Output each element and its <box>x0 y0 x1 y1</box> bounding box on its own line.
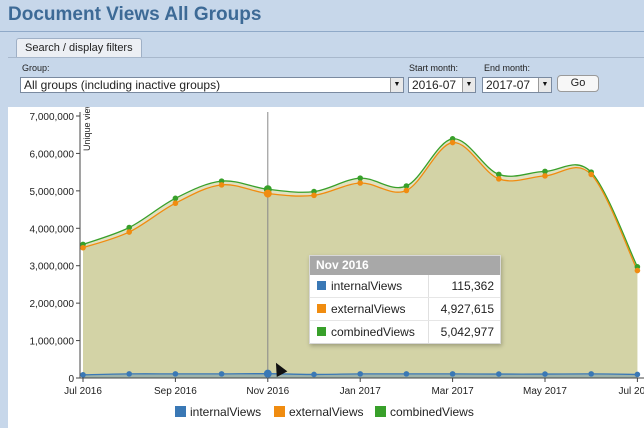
tooltip-series-value: 115,362 <box>451 279 495 293</box>
combined-swatch <box>317 327 326 336</box>
x-tick-label: Nov 2016 <box>246 386 289 397</box>
data-point-internalViews <box>172 371 179 377</box>
data-point-combinedViews <box>496 171 502 178</box>
tooltip-title: Nov 2016 <box>310 256 500 275</box>
tooltip-series-name: internalViews <box>331 279 403 293</box>
data-point-internalViews <box>80 372 86 378</box>
data-point-combinedViews <box>542 168 548 175</box>
legend-item-combined[interactable]: combinedViews <box>375 405 474 419</box>
go-button[interactable]: Go <box>557 75 599 92</box>
internal-legend-swatch <box>175 406 186 417</box>
tooltip-divider <box>428 321 429 343</box>
search-filters-tab[interactable]: Search / display filters <box>16 38 142 58</box>
data-point-combinedViews <box>403 183 410 189</box>
y-tick-label: 6,000,000 <box>30 149 75 160</box>
chart-tooltip: Nov 2016 internalViews 115,362 externalV… <box>309 255 501 344</box>
start-month-label: Start month: <box>409 63 459 73</box>
y-tick-label: 3,000,000 <box>30 262 75 273</box>
y-tick-label: 2,000,000 <box>30 299 75 310</box>
data-point-externalViews <box>496 176 502 182</box>
x-tick-label: Jul 2017 <box>618 386 644 397</box>
tooltip-divider <box>428 275 429 297</box>
data-point-externalViews <box>172 200 179 207</box>
legend-item-external[interactable]: externalViews <box>274 405 363 419</box>
data-point-externalViews <box>542 173 548 179</box>
external-swatch <box>317 304 326 313</box>
x-tick-label: May 2017 <box>523 386 567 397</box>
legend-label: externalViews <box>289 405 364 419</box>
tooltip-row-combined: combinedViews 5,042,977 <box>310 321 500 343</box>
data-point-externalViews <box>218 182 225 188</box>
chevron-down-icon[interactable]: ▼ <box>390 78 403 92</box>
data-point-internalViews <box>588 371 594 377</box>
data-point-internalViews <box>403 371 410 377</box>
tooltip-series-value: 4,927,615 <box>440 302 494 316</box>
data-point-internalViews <box>496 371 502 377</box>
tooltip-series-name: combinedViews <box>331 325 415 339</box>
data-point-externalViews <box>311 192 317 199</box>
x-tick-label: Mar 2017 <box>431 386 474 397</box>
data-point-externalViews <box>588 171 594 178</box>
data-point-internalViews <box>449 371 456 377</box>
page-title: Document Views All Groups <box>8 4 262 25</box>
data-point-internalViews <box>218 371 225 377</box>
external-legend-swatch <box>274 406 285 417</box>
data-point-internalViews <box>311 371 317 378</box>
data-point-externalViews <box>80 244 86 251</box>
internal-swatch <box>317 281 326 290</box>
data-point-externalViews <box>357 180 364 186</box>
chevron-down-icon[interactable]: ▼ <box>538 78 551 92</box>
group-select-value: All groups (including inactive groups) <box>24 78 221 92</box>
group-label: Group: <box>22 63 50 73</box>
tooltip-row-internal: internalViews 115,362 <box>310 275 500 298</box>
data-point-internalViews <box>542 371 548 377</box>
data-point-internalViews <box>126 371 132 377</box>
tooltip-divider <box>428 298 429 320</box>
x-tick-label: Jul 2016 <box>64 386 102 397</box>
y-tick-label: 0 <box>68 374 74 385</box>
y-tick-label: 4,000,000 <box>30 224 75 235</box>
tooltip-row-external: externalViews 4,927,615 <box>310 298 500 321</box>
group-select[interactable]: All groups (including inactive groups) ▼ <box>20 77 404 93</box>
data-point-combinedViews <box>357 175 364 181</box>
y-axis-label: Unique views <box>82 107 92 151</box>
combined-legend-swatch <box>375 406 386 417</box>
chevron-down-icon[interactable]: ▼ <box>462 78 475 92</box>
data-point-externalViews <box>634 267 641 274</box>
data-point-internalViews <box>357 371 364 377</box>
y-tick-label: 1,000,000 <box>30 337 75 348</box>
legend-label: combinedViews <box>390 405 474 419</box>
legend-item-internal[interactable]: internalViews <box>175 405 261 419</box>
data-point-externalViews <box>126 229 132 235</box>
end-month-label: End month: <box>484 63 531 73</box>
start-month-select[interactable]: 2016-07 ▼ <box>408 77 476 93</box>
x-tick-label: Sep 2016 <box>154 386 197 397</box>
y-tick-label: 5,000,000 <box>30 187 75 198</box>
data-point-combinedViews <box>172 195 179 202</box>
data-point-internalViews <box>263 369 272 378</box>
end-month-value: 2017-07 <box>486 78 531 92</box>
data-point-externalViews <box>263 189 272 198</box>
legend-label: internalViews <box>190 405 262 419</box>
data-point-externalViews <box>449 139 456 146</box>
data-point-internalViews <box>634 371 641 378</box>
end-month-select[interactable]: 2017-07 ▼ <box>482 77 552 93</box>
y-tick-label: 7,000,000 <box>30 112 75 123</box>
start-month-value: 2016-07 <box>412 78 457 92</box>
x-tick-label: Jan 2017 <box>340 386 382 397</box>
tooltip-series-value: 5,042,977 <box>440 325 494 339</box>
data-point-combinedViews <box>126 224 132 231</box>
title-divider <box>0 31 644 32</box>
data-point-externalViews <box>403 187 410 194</box>
tooltip-series-name: externalViews <box>331 302 406 316</box>
